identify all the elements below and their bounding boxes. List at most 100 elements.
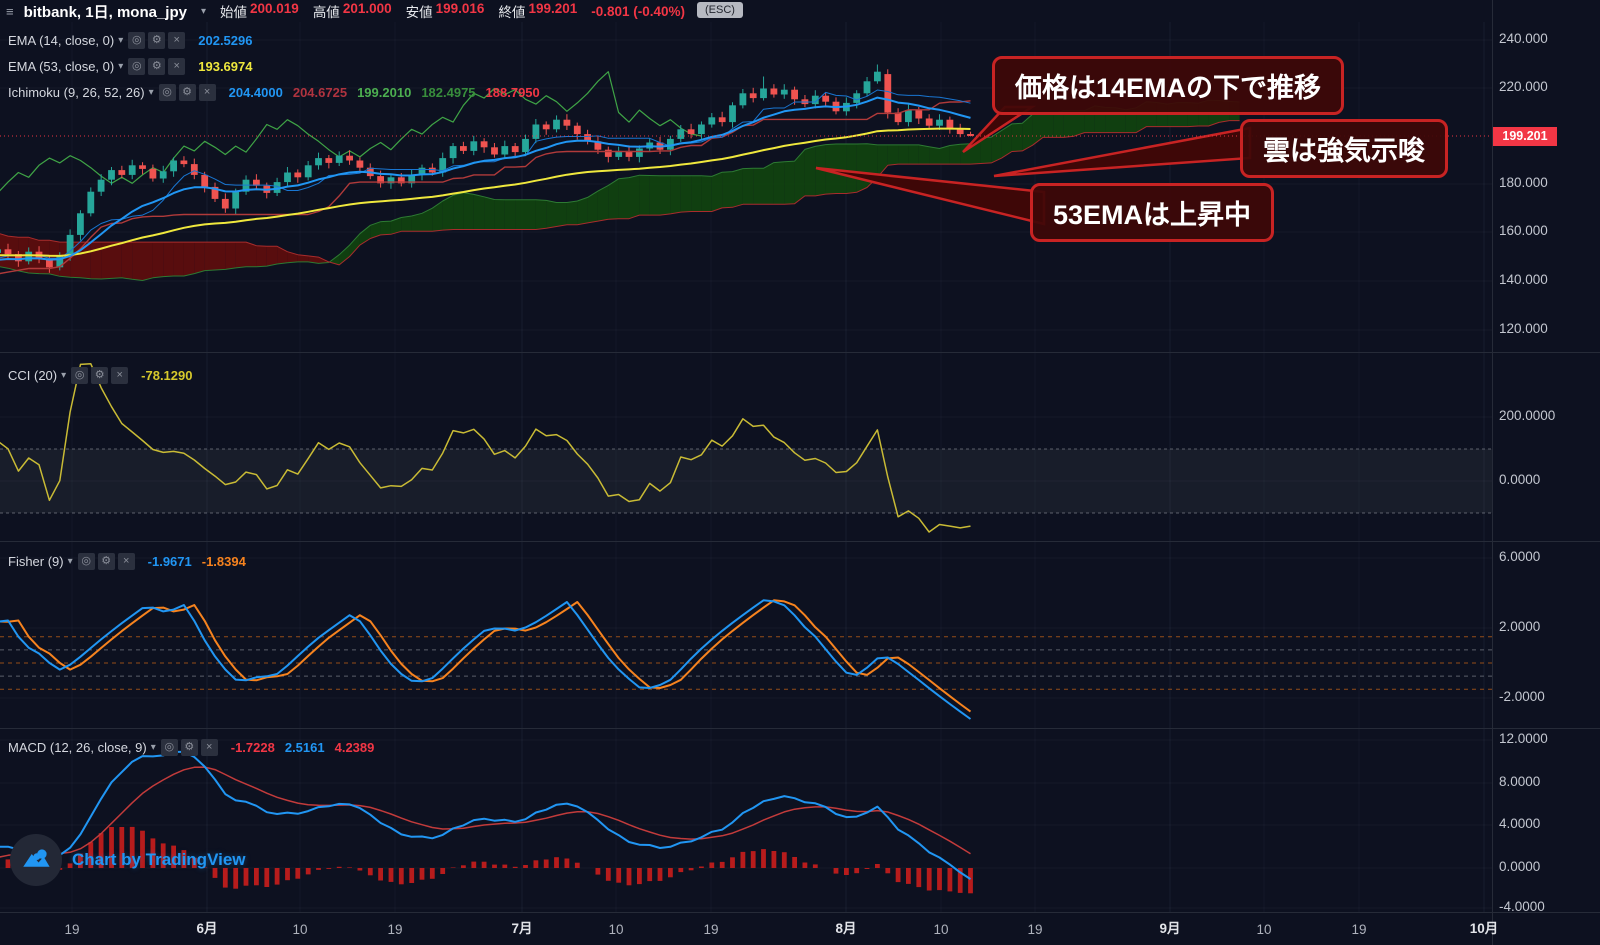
time-axis-label[interactable]: 10 xyxy=(1256,922,1272,937)
indicator-value: 199.2010 xyxy=(357,84,412,100)
close-icon[interactable]: × xyxy=(168,57,186,75)
axis-tick-label[interactable]: 240.000 xyxy=(1499,31,1548,46)
time-axis-label[interactable]: 7月 xyxy=(511,921,533,936)
settings-icon[interactable]: ⚙ xyxy=(91,366,109,384)
time-axis-label[interactable]: 19 xyxy=(1351,922,1367,937)
axis-tick-label[interactable]: 160.000 xyxy=(1499,223,1548,238)
indicator-row-fisher: Fisher (9) ▾ ◎ ⚙ × -1.9671 -1.8394 xyxy=(8,551,246,571)
menu-icon[interactable]: ≡ xyxy=(6,3,14,19)
close-icon[interactable]: × xyxy=(198,83,216,101)
symbol-title[interactable]: bitbank, 1日, mona_jpy xyxy=(23,3,187,21)
chevron-down-icon[interactable]: ▾ xyxy=(61,369,67,381)
indicator-label[interactable]: EMA (14, close, 0) xyxy=(8,32,115,48)
indicator-value: -1.7228 xyxy=(230,739,275,755)
eye-icon[interactable]: ◎ xyxy=(71,366,89,384)
indicator-value: -1.9671 xyxy=(147,553,192,569)
indicator-label[interactable]: EMA (53, close, 0) xyxy=(8,58,115,74)
axis-tick-label[interactable]: 120.000 xyxy=(1499,321,1548,336)
low-value-group: 安値 199.016 xyxy=(406,1,485,21)
settings-icon[interactable]: ⚙ xyxy=(148,57,166,75)
axis-tick-label[interactable]: 6.0000 xyxy=(1499,549,1541,564)
chevron-down-icon[interactable]: ▾ xyxy=(67,555,73,567)
chevron-down-icon[interactable]: ▾ xyxy=(148,86,154,98)
indicator-value: 2.5161 xyxy=(284,739,325,755)
axis-tick-label[interactable]: 0.0000 xyxy=(1499,472,1541,487)
high-value: 201.000 xyxy=(342,1,392,16)
axis-tick-label[interactable]: 0.0000 xyxy=(1499,859,1541,874)
time-axis-label[interactable]: 19 xyxy=(387,922,403,937)
close-label: 終値 xyxy=(498,5,526,20)
indicator-value: -1.8394 xyxy=(201,553,246,569)
tradingview-logo-icon[interactable] xyxy=(10,834,62,886)
indicator-value: 188.7950 xyxy=(485,84,540,100)
last-price-label: 199.201 xyxy=(1493,127,1557,146)
indicator-value: -78.1290 xyxy=(141,367,193,383)
chevron-down-icon[interactable]: ▾ xyxy=(118,34,124,46)
time-axis-label[interactable]: 10 xyxy=(933,922,949,937)
axis-tick-label[interactable]: 8.0000 xyxy=(1499,774,1541,789)
indicator-label[interactable]: Ichimoku (9, 26, 52, 26) xyxy=(8,84,145,100)
time-axis-label[interactable]: 8月 xyxy=(835,921,857,936)
annotation-price-below-14ema[interactable]: 価格は14EMAの下で推移 xyxy=(992,56,1345,115)
indicator-row-ichimoku: Ichimoku (9, 26, 52, 26) ▾ ◎ ⚙ × 204.400… xyxy=(8,82,540,102)
close-icon[interactable]: × xyxy=(111,366,129,384)
time-axis-label[interactable]: 19 xyxy=(64,922,80,937)
indicator-row-macd: MACD (12, 26, close, 9) ▾ ◎ ⚙ × -1.7228 … xyxy=(8,737,374,757)
chevron-down-icon[interactable]: ▾ xyxy=(150,741,156,753)
tradingview-watermark[interactable]: Chart by TradingView xyxy=(10,834,246,886)
time-axis-label[interactable]: 6月 xyxy=(196,921,218,936)
eye-icon[interactable]: ◎ xyxy=(160,738,178,756)
open-label: 始値 xyxy=(220,5,247,20)
time-axis-label[interactable]: 10 xyxy=(292,922,308,937)
low-label: 安値 xyxy=(405,5,433,20)
low-value: 199.016 xyxy=(435,1,485,16)
axis-tick-label[interactable]: 140.000 xyxy=(1499,272,1548,287)
time-axis-label[interactable]: 19 xyxy=(703,922,719,937)
settings-icon[interactable]: ⚙ xyxy=(178,83,196,101)
axis-tick-label[interactable]: 2.0000 xyxy=(1499,619,1541,634)
esc-tooltip: (ESC) xyxy=(697,2,743,18)
axis-tick-label[interactable]: 4.0000 xyxy=(1499,816,1541,831)
eye-icon[interactable]: ◎ xyxy=(77,552,95,570)
annotation-53ema-rising[interactable]: 53EMAは上昇中 xyxy=(1030,183,1275,242)
chevron-down-icon[interactable]: ▾ xyxy=(200,5,206,17)
chevron-down-icon[interactable]: ▾ xyxy=(118,60,124,72)
open-value: 200.019 xyxy=(250,1,299,16)
close-icon[interactable]: × xyxy=(200,738,218,756)
change-value: -0.801 (-0.40%) xyxy=(591,3,686,19)
chart-header: ≡ bitbank, 1日, mona_jpy ▾ 始値 200.019 高値 … xyxy=(0,0,685,22)
settings-icon[interactable]: ⚙ xyxy=(180,738,198,756)
eye-icon[interactable]: ◎ xyxy=(158,83,176,101)
axis-tick-label[interactable]: 220.000 xyxy=(1499,79,1548,94)
indicator-label[interactable]: CCI (20) xyxy=(8,367,58,383)
time-axis-label[interactable]: 10月 xyxy=(1469,921,1499,936)
time-axis-label[interactable]: 19 xyxy=(1027,922,1043,937)
axis-tick-label[interactable]: -4.0000 xyxy=(1499,899,1545,914)
indicator-label[interactable]: MACD (12, 26, close, 9) xyxy=(8,739,147,755)
annotation-cloud-bullish[interactable]: 雲は強気示唆 xyxy=(1240,119,1448,178)
time-axis-label[interactable]: 10 xyxy=(608,922,624,937)
indicator-row-cci: CCI (20) ▾ ◎ ⚙ × -78.1290 xyxy=(8,365,192,385)
axis-tick-label[interactable]: -2.0000 xyxy=(1499,689,1545,704)
indicator-value: 4.2389 xyxy=(334,739,375,755)
indicator-row-ema14: EMA (14, close, 0) ▾ ◎ ⚙ × 202.5296 xyxy=(8,30,252,50)
close-icon[interactable]: × xyxy=(117,552,135,570)
settings-icon[interactable]: ⚙ xyxy=(148,31,166,49)
close-value: 199.201 xyxy=(528,1,578,16)
open-value-group: 始値 200.019 xyxy=(220,1,299,21)
eye-icon[interactable]: ◎ xyxy=(128,57,146,75)
axis-tick-label[interactable]: 12.0000 xyxy=(1499,731,1548,746)
indicator-value: 204.4000 xyxy=(228,84,283,100)
high-value-group: 高値 201.000 xyxy=(313,1,392,21)
indicator-row-ema53: EMA (53, close, 0) ▾ ◎ ⚙ × 193.6974 xyxy=(8,56,252,76)
eye-icon[interactable]: ◎ xyxy=(128,31,146,49)
axis-tick-label[interactable]: 180.000 xyxy=(1499,175,1548,190)
close-icon[interactable]: × xyxy=(168,31,186,49)
settings-icon[interactable]: ⚙ xyxy=(97,552,115,570)
time-axis-label[interactable]: 9月 xyxy=(1159,921,1181,936)
axis-tick-label[interactable]: 200.0000 xyxy=(1499,408,1556,423)
indicator-value: 193.6974 xyxy=(198,58,253,74)
indicator-label[interactable]: Fisher (9) xyxy=(8,553,64,569)
